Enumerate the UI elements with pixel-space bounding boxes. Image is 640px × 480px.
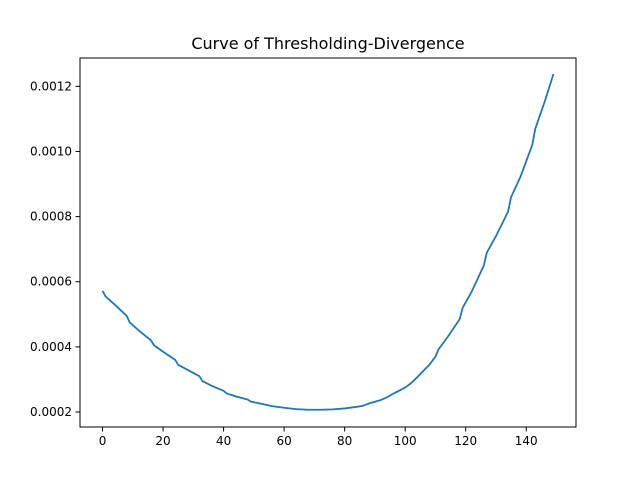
x-tick-label: 0: [99, 434, 107, 448]
plot-area: 0 20 40 60 80 100 120 140 0.0002 0.0004 0.0006 0.00…: [30, 57, 577, 448]
x-tick-label: 120: [454, 434, 477, 448]
x-tick-label: 100: [394, 434, 417, 448]
x-tick-label: 60: [276, 434, 291, 448]
y-tick-label: 0.0010: [30, 144, 72, 158]
y-tick-label: 0.0004: [30, 340, 72, 354]
y-tick-label: 0.0006: [30, 275, 72, 289]
x-tick-label: 20: [155, 434, 170, 448]
axes-frame: [79, 57, 577, 428]
series-line-0: [101, 73, 555, 411]
chart-title: Curve of Thresholding-Divergence: [191, 34, 464, 53]
x-tick-label: 80: [337, 434, 352, 448]
x-tick-label: 40: [216, 434, 231, 448]
y-tick-label: 0.0008: [30, 210, 72, 224]
x-tick-label: 140: [515, 434, 538, 448]
y-tick-label: 0.0012: [30, 79, 72, 93]
y-tick-label: 0.0002: [30, 405, 72, 419]
